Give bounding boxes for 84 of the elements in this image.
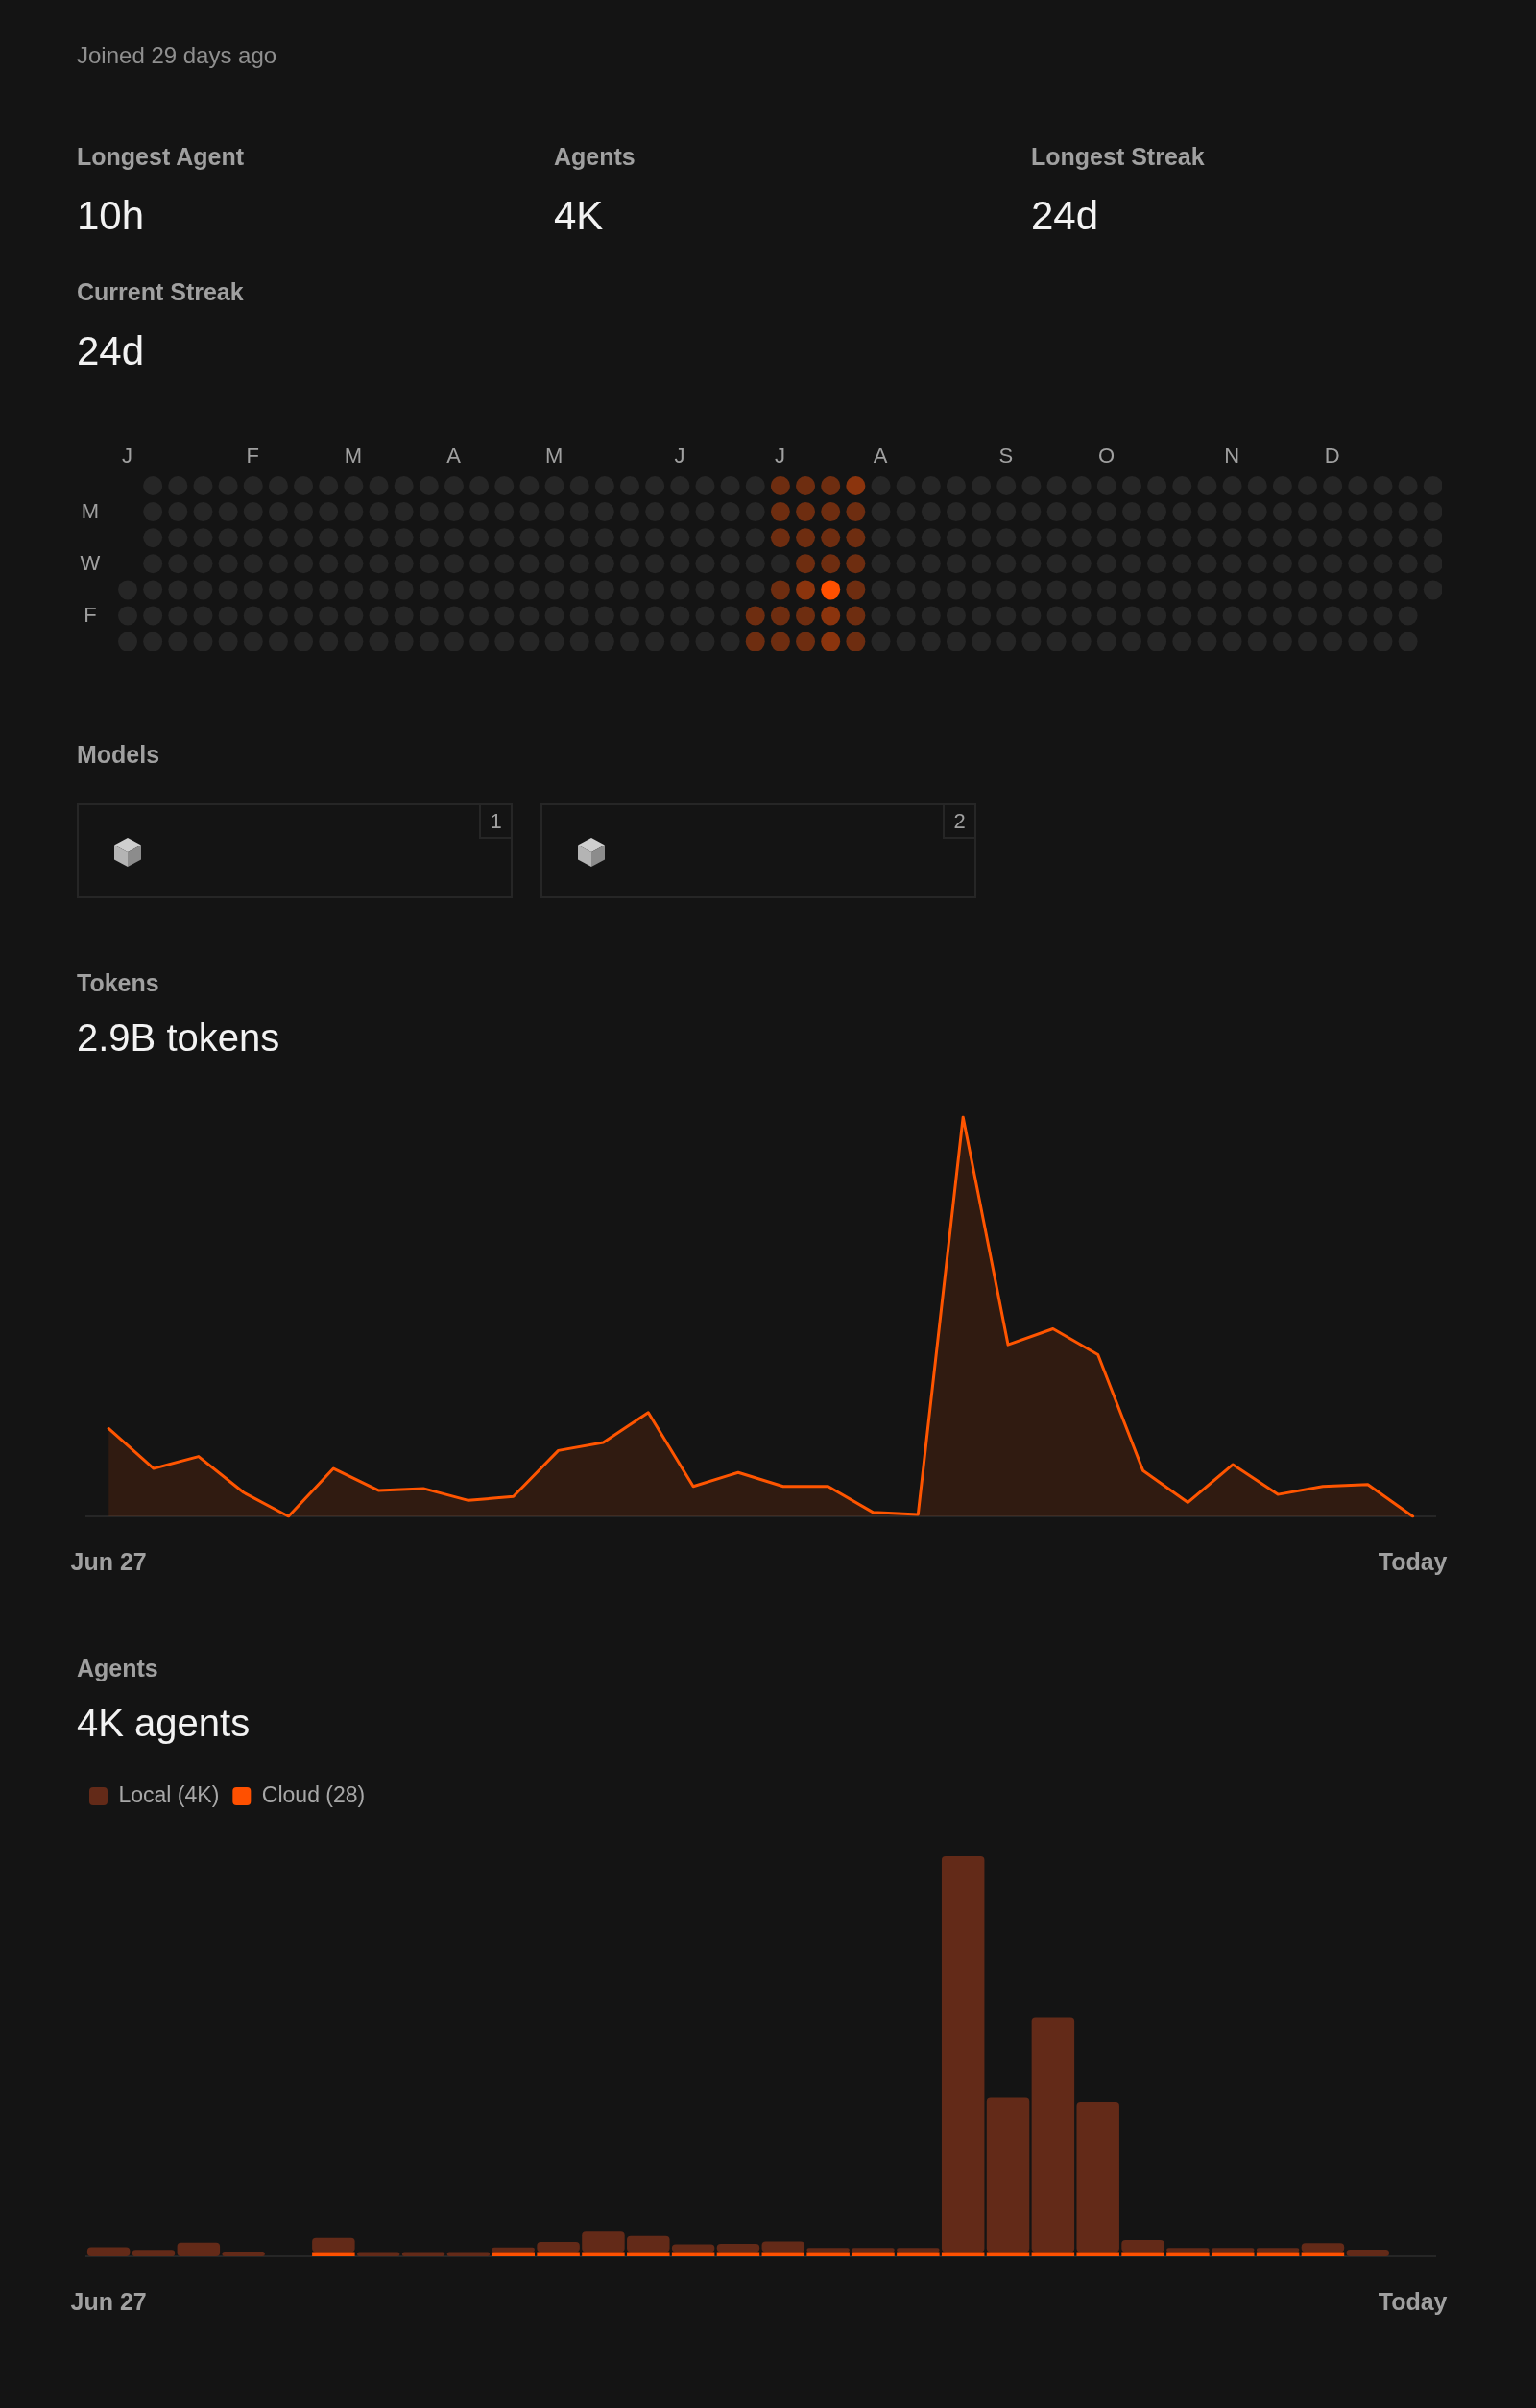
bar bbox=[627, 2235, 670, 2253]
text: W bbox=[79, 551, 102, 577]
text: S bbox=[997, 443, 1015, 468]
bar bbox=[716, 2244, 760, 2253]
bar bbox=[941, 1856, 985, 2253]
bar bbox=[852, 2248, 895, 2253]
x-tick-label: Today bbox=[1378, 1547, 1448, 1575]
text: M bbox=[343, 443, 364, 468]
bar bbox=[1301, 2243, 1345, 2253]
x-tick-label: Jun 27 bbox=[70, 1547, 147, 1575]
bar bbox=[986, 2097, 1030, 2253]
text: A bbox=[872, 443, 889, 468]
text: N bbox=[1223, 443, 1241, 468]
bar bbox=[671, 2252, 715, 2256]
bar bbox=[177, 2242, 221, 2256]
bar bbox=[1256, 2248, 1300, 2253]
text: J bbox=[121, 443, 134, 468]
bar bbox=[86, 2247, 131, 2256]
text: Longest Streak bbox=[1031, 142, 1205, 171]
bar bbox=[446, 2252, 491, 2256]
text: M bbox=[80, 498, 101, 524]
bar bbox=[1031, 2252, 1075, 2256]
bar bbox=[1212, 2248, 1255, 2253]
bar bbox=[1076, 2252, 1119, 2256]
number-badge: 1 bbox=[479, 805, 511, 839]
text: J bbox=[774, 443, 786, 468]
bar bbox=[806, 2252, 850, 2256]
text: 24d bbox=[1031, 192, 1100, 240]
bar bbox=[492, 2252, 535, 2256]
text: F bbox=[245, 443, 261, 468]
bar bbox=[671, 2244, 715, 2253]
x-tick-label: Today bbox=[1378, 2287, 1448, 2315]
chart-subtitle: 4K agents bbox=[77, 1701, 251, 1746]
bar bbox=[716, 2252, 760, 2256]
chart-title: Tokens bbox=[77, 968, 159, 997]
text: Longest Agent bbox=[77, 142, 245, 171]
bar bbox=[582, 2231, 625, 2253]
bar bbox=[806, 2248, 850, 2253]
text: O bbox=[1096, 443, 1116, 468]
text: A bbox=[445, 443, 462, 468]
bar bbox=[1076, 2102, 1119, 2253]
bar bbox=[582, 2252, 625, 2256]
text: Models bbox=[77, 740, 160, 769]
bar bbox=[627, 2252, 670, 2256]
bar bbox=[1166, 2252, 1210, 2256]
text: 24d bbox=[77, 327, 146, 375]
bar bbox=[986, 2252, 1030, 2256]
bar bbox=[356, 2252, 400, 2256]
bar bbox=[1212, 2252, 1255, 2256]
bar bbox=[312, 2237, 355, 2253]
text: J bbox=[673, 443, 686, 468]
text: 4K bbox=[554, 192, 605, 240]
bar bbox=[1256, 2252, 1300, 2256]
bar bbox=[1121, 2252, 1164, 2256]
text: Current Streak bbox=[77, 277, 244, 306]
bar bbox=[1166, 2248, 1210, 2253]
text: F bbox=[83, 603, 98, 629]
bar bbox=[401, 2252, 445, 2256]
bar bbox=[941, 2252, 985, 2256]
legend-label: Local (4K) bbox=[118, 1781, 220, 1807]
chart-subtitle: 2.9B tokens bbox=[77, 1015, 280, 1061]
text: Agents bbox=[554, 142, 636, 171]
bar bbox=[222, 2252, 265, 2256]
bar bbox=[897, 2248, 940, 2253]
chart-title: Agents bbox=[77, 1654, 158, 1682]
legend-label: Cloud (28) bbox=[261, 1781, 366, 1807]
bar bbox=[537, 2252, 580, 2256]
bar bbox=[1301, 2252, 1345, 2256]
text: 10h bbox=[77, 192, 146, 240]
text: M bbox=[543, 443, 564, 468]
bar bbox=[132, 2250, 176, 2256]
bar bbox=[1031, 2017, 1075, 2253]
bar bbox=[537, 2241, 580, 2253]
bar bbox=[761, 2252, 805, 2256]
bar bbox=[852, 2252, 895, 2256]
bar bbox=[1346, 2249, 1390, 2256]
bar bbox=[897, 2252, 940, 2256]
number-badge: 2 bbox=[943, 805, 974, 839]
text: Joined 29 days ago bbox=[77, 41, 277, 70]
bar bbox=[1121, 2239, 1164, 2253]
bar bbox=[312, 2252, 355, 2256]
text: D bbox=[1323, 443, 1341, 468]
x-tick-label: Jun 27 bbox=[70, 2287, 147, 2315]
bar bbox=[761, 2241, 805, 2253]
